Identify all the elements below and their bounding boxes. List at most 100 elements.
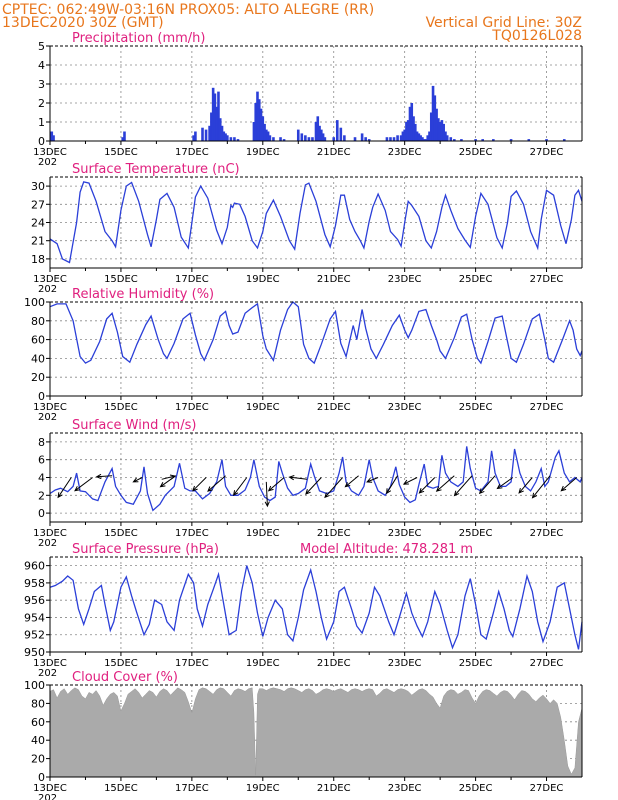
- precip-bar: [300, 133, 304, 141]
- precip-bar: [414, 123, 417, 141]
- precip-bar: [259, 108, 263, 141]
- precip-bar: [217, 91, 220, 141]
- x-tick-label: 19DEC: [246, 783, 280, 794]
- precip-bar: [392, 137, 396, 141]
- precip-bar: [440, 120, 444, 141]
- precip-bar: [415, 131, 419, 141]
- x-tick-label: 25DEC: [459, 274, 493, 285]
- x-tick-label: 13DEC: [33, 658, 67, 669]
- precip-bar: [545, 139, 548, 141]
- wind-vector-arrow: [288, 475, 308, 481]
- y-tick-label: 952: [24, 629, 45, 642]
- panel-title-temp: Surface Temperature (nC): [72, 162, 240, 177]
- precip-bar: [562, 139, 566, 141]
- x-tick-label: 17DEC: [175, 274, 209, 285]
- wind-vector-arrow: [57, 477, 72, 499]
- wind-vector-arrow: [435, 475, 455, 492]
- wind-vector-arrow: [74, 477, 93, 492]
- precip-bar: [318, 125, 321, 141]
- y-tick-label: 60: [31, 334, 45, 347]
- y-tick-label: 0: [38, 135, 45, 148]
- wind-vector-arrow: [264, 481, 270, 508]
- y-tick-label: 2: [38, 489, 45, 502]
- x-tick-label: 27DEC: [530, 147, 564, 158]
- y-tick-label: 1: [38, 116, 45, 129]
- precip-bar: [211, 87, 215, 141]
- x-year-fragment: 202: [38, 412, 57, 423]
- precip-bar: [406, 120, 410, 141]
- x-tick-label: 19DEC: [246, 658, 280, 669]
- precip-bar: [266, 131, 270, 141]
- precip-bar: [435, 108, 438, 141]
- y-tick-label: 80: [31, 315, 45, 328]
- wind-vector-arrow: [418, 477, 436, 494]
- precip-bar: [229, 137, 233, 141]
- precip-bar: [417, 133, 421, 141]
- precip-bar: [123, 131, 126, 141]
- x-tick-label: 15DEC: [104, 658, 138, 669]
- y-tick-label: 4: [38, 472, 45, 485]
- precip-bar: [426, 135, 430, 141]
- y-tick-label: 0: [38, 771, 45, 784]
- wind-vector-arrow: [232, 477, 248, 497]
- precip-bar: [424, 139, 428, 141]
- precip-bar: [257, 99, 261, 141]
- precip-bar: [401, 131, 405, 141]
- y-tick-label: 958: [24, 577, 45, 590]
- wind-vector-arrow: [496, 477, 514, 490]
- y-tick-label: 960: [24, 560, 45, 573]
- precip-bar: [201, 127, 204, 141]
- precip-bar: [220, 125, 224, 141]
- precip-bar: [236, 139, 240, 141]
- x-tick-label: 19DEC: [246, 402, 280, 413]
- wind-vector-arrow: [453, 475, 473, 497]
- series-line-press: [49, 565, 583, 650]
- x-tick-label: 21DEC: [317, 528, 351, 539]
- wind-vector-arrow: [531, 475, 551, 499]
- y-tick-label: 0: [38, 507, 45, 520]
- precip-bar: [449, 137, 453, 141]
- x-tick-label: 13DEC: [33, 274, 67, 285]
- precip-bar: [304, 135, 307, 141]
- precip-bar: [204, 129, 208, 141]
- precip-bar: [444, 131, 447, 141]
- precip-bar: [261, 116, 265, 141]
- x-tick-label: 13DEC: [33, 528, 67, 539]
- precip-bar: [218, 118, 222, 141]
- y-tick-label: 20: [31, 753, 45, 766]
- y-tick-label: 18: [31, 253, 45, 266]
- precip-bar: [226, 135, 229, 141]
- x-year-fragment: 202: [38, 668, 57, 679]
- panel-title-press: Surface Pressure (hPa): [72, 542, 219, 557]
- precip-bar: [279, 137, 282, 141]
- precip-bar: [492, 139, 495, 141]
- model-altitude-annotation: Model Altitude: 478.281 m: [300, 542, 473, 557]
- precip-bar: [343, 135, 346, 141]
- y-tick-label: 30: [31, 180, 45, 193]
- precip-bar: [429, 112, 433, 141]
- precip-bar: [50, 131, 54, 141]
- chart-header: CPTEC: 062:49W-03:16N PROX05: ALTO ALEGR…: [2, 2, 582, 44]
- x-tick-label: 15DEC: [104, 274, 138, 285]
- wind-vector-arrow: [344, 475, 359, 488]
- panel-precip: 0 1 2 3 4 5 13DEC 15DEC 17DEC 19DEC 21DEC 23DEC 25DE…: [33, 31, 583, 168]
- wind-vector-arrow: [324, 477, 343, 499]
- panel-title-wind: Surface Wind (m/s): [72, 418, 196, 433]
- x-tick-label: 25DEC: [459, 658, 493, 669]
- x-tick-label: 23DEC: [388, 528, 422, 539]
- precip-bar: [320, 129, 323, 141]
- x-tick-label: 27DEC: [530, 402, 564, 413]
- precip-bar: [438, 122, 442, 141]
- precip-bar: [389, 137, 392, 141]
- precip-bar: [399, 135, 403, 141]
- precip-bar: [256, 91, 259, 141]
- precip-bar: [396, 135, 399, 141]
- x-tick-label: 25DEC: [459, 783, 493, 794]
- x-tick-label: 25DEC: [459, 147, 493, 158]
- wind-vector-arrow: [305, 477, 322, 495]
- y-tick-label: 24: [31, 217, 45, 230]
- precip-bar: [408, 106, 412, 141]
- precip-bar: [224, 133, 227, 141]
- y-tick-label: 20: [31, 371, 45, 384]
- precip-bar: [323, 137, 327, 141]
